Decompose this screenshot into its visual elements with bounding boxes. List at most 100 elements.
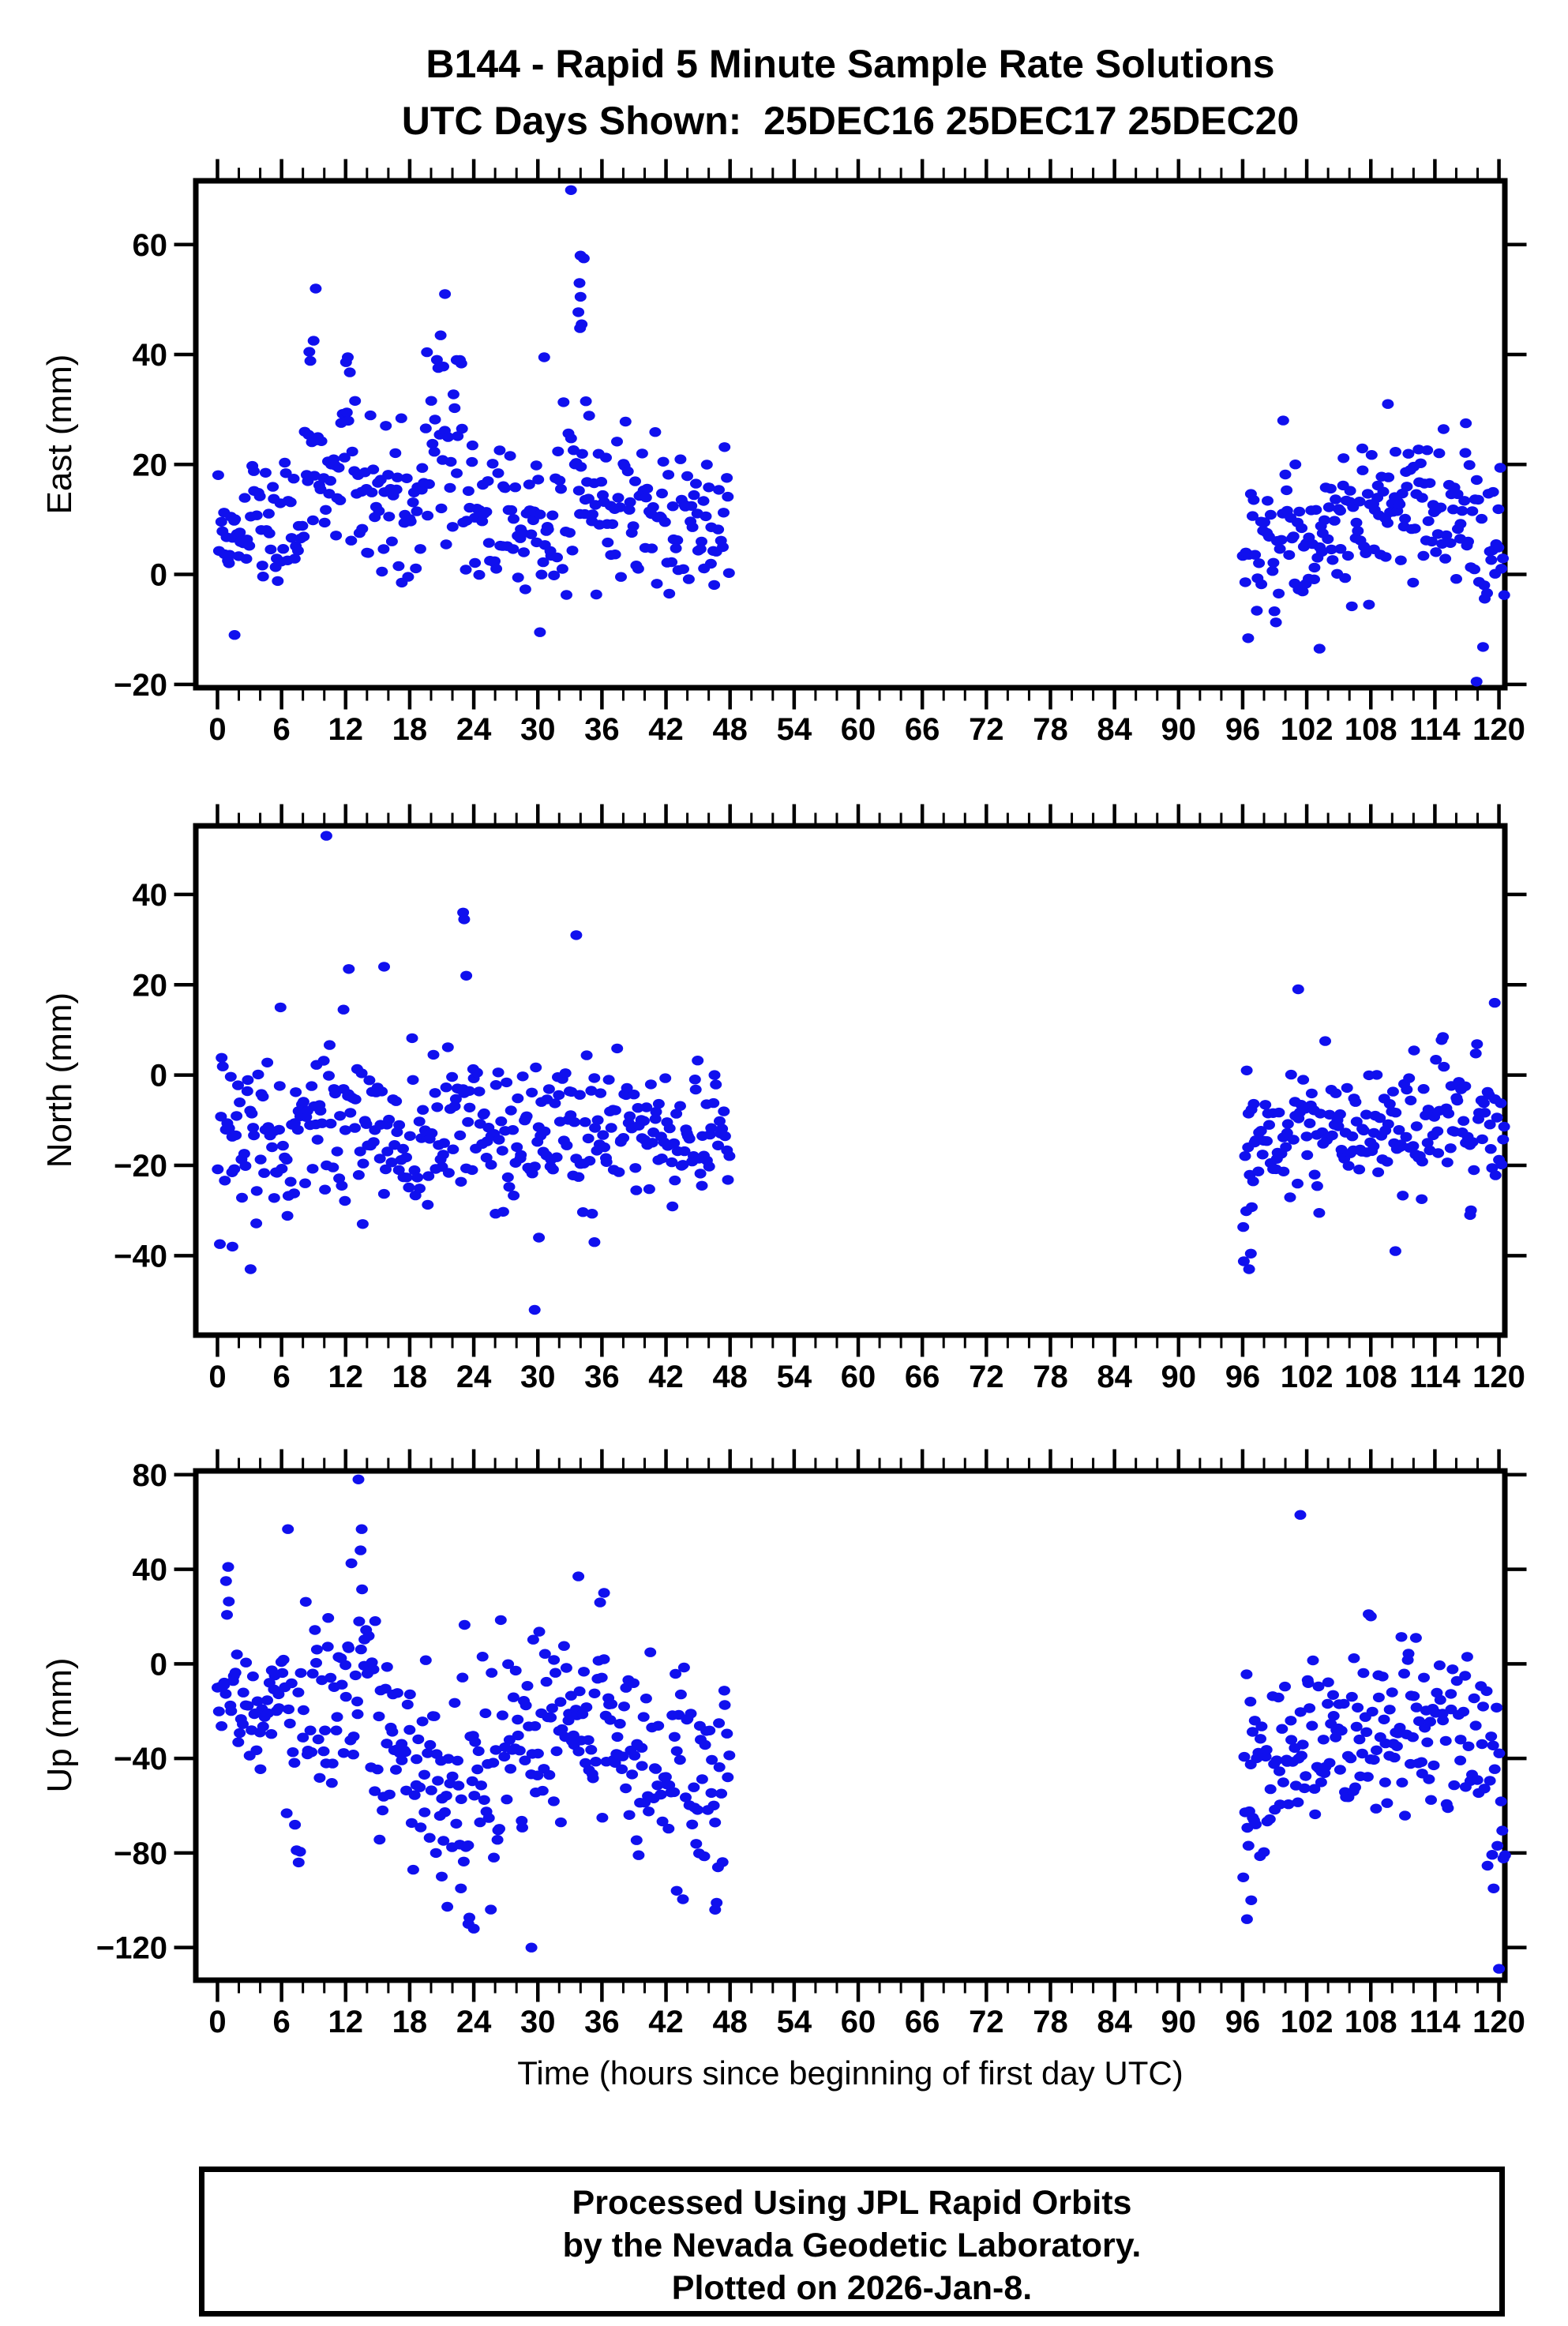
data-point (344, 1108, 357, 1118)
data-point (1273, 1107, 1285, 1118)
data-point (418, 1769, 430, 1780)
data-point (272, 576, 284, 587)
data-point (650, 1106, 662, 1117)
data-point (1394, 499, 1406, 509)
data-point (1493, 1748, 1506, 1758)
data-point (330, 531, 343, 541)
data-point (263, 528, 276, 538)
data-point (613, 1167, 625, 1177)
data-point (546, 1703, 558, 1713)
data-point (525, 1942, 538, 1953)
x-tick-label: 42 (648, 2005, 684, 2039)
data-point (1456, 505, 1469, 516)
data-point (1285, 1069, 1297, 1080)
data-point (689, 1084, 702, 1095)
data-point (1365, 450, 1378, 460)
data-point (1370, 1803, 1382, 1814)
x-tick-label: 60 (841, 2005, 876, 2039)
data-point (492, 468, 505, 478)
y-tick-label: 40 (133, 338, 168, 373)
data-point (713, 1762, 726, 1773)
data-point (538, 352, 550, 362)
x-tick-label: 90 (1161, 2005, 1197, 2039)
data-point (241, 1086, 253, 1097)
data-point (251, 1696, 264, 1706)
data-point (1460, 418, 1472, 429)
data-point (542, 524, 554, 535)
data-point (219, 1576, 232, 1586)
data-point (548, 1655, 561, 1665)
data-point (1416, 1757, 1427, 1767)
data-point (400, 1152, 412, 1163)
y-tick-label: 0 (150, 1059, 167, 1094)
data-point (1317, 1735, 1330, 1745)
data-point (1431, 1126, 1444, 1137)
data-point (1322, 534, 1334, 544)
data-point (1433, 448, 1446, 459)
data-point (1322, 1677, 1334, 1687)
data-point (570, 930, 583, 940)
data-point (1498, 590, 1510, 600)
data-point (512, 1730, 524, 1741)
data-point (366, 487, 378, 497)
data-point (1253, 558, 1266, 568)
data-point (337, 1004, 350, 1015)
data-point (534, 627, 546, 637)
data-point (455, 1176, 467, 1187)
data-point (1488, 1764, 1501, 1774)
footer-line-1: Processed Using JPL Rapid Orbits (572, 2184, 1132, 2222)
data-point (1313, 643, 1326, 654)
data-point (386, 1727, 399, 1737)
data-point (577, 253, 590, 264)
data-point (429, 1088, 441, 1098)
data-point (324, 1040, 336, 1050)
x-tick-label: 0 (208, 712, 226, 747)
data-point (264, 544, 277, 555)
data-point (499, 483, 511, 493)
data-point (326, 1758, 339, 1769)
x-tick-label: 48 (712, 1360, 748, 1394)
data-point (248, 1130, 261, 1141)
data-point (437, 1836, 450, 1846)
data-point (527, 1634, 539, 1645)
data-point (1287, 1135, 1300, 1145)
data-point (432, 1776, 445, 1786)
data-point (1247, 495, 1260, 505)
data-point (385, 1157, 398, 1168)
data-point (456, 423, 468, 434)
data-point (1281, 485, 1293, 496)
data-point (216, 1721, 228, 1731)
x-tick-label: 108 (1345, 2005, 1397, 2039)
data-point (307, 336, 320, 346)
data-point (306, 1081, 318, 1091)
data-point (319, 1725, 332, 1735)
data-point (586, 1209, 598, 1219)
data-point (292, 1687, 305, 1698)
data-point (630, 1835, 643, 1845)
data-point (436, 1871, 448, 1881)
data-point (287, 1747, 299, 1758)
data-point (283, 1704, 294, 1715)
data-point (703, 1725, 716, 1735)
data-point (1357, 1125, 1370, 1136)
data-point (700, 511, 712, 522)
data-point (688, 490, 700, 501)
data-point (257, 1091, 269, 1102)
data-point (716, 1857, 729, 1867)
data-point (688, 1075, 701, 1085)
x-tick-label: 30 (520, 2005, 556, 2039)
data-point (1350, 1721, 1363, 1732)
data-point (1382, 518, 1394, 528)
data-point (507, 1692, 520, 1702)
data-point (1416, 1157, 1428, 1167)
data-point (229, 1668, 242, 1678)
data-point (462, 486, 475, 497)
data-point (1383, 1099, 1396, 1109)
x-tick-label: 72 (969, 712, 1004, 747)
data-point (385, 536, 398, 546)
data-point (1423, 1774, 1435, 1784)
data-point (349, 396, 362, 406)
data-point (1324, 483, 1337, 494)
data-point (314, 484, 327, 494)
data-point (422, 1748, 434, 1758)
